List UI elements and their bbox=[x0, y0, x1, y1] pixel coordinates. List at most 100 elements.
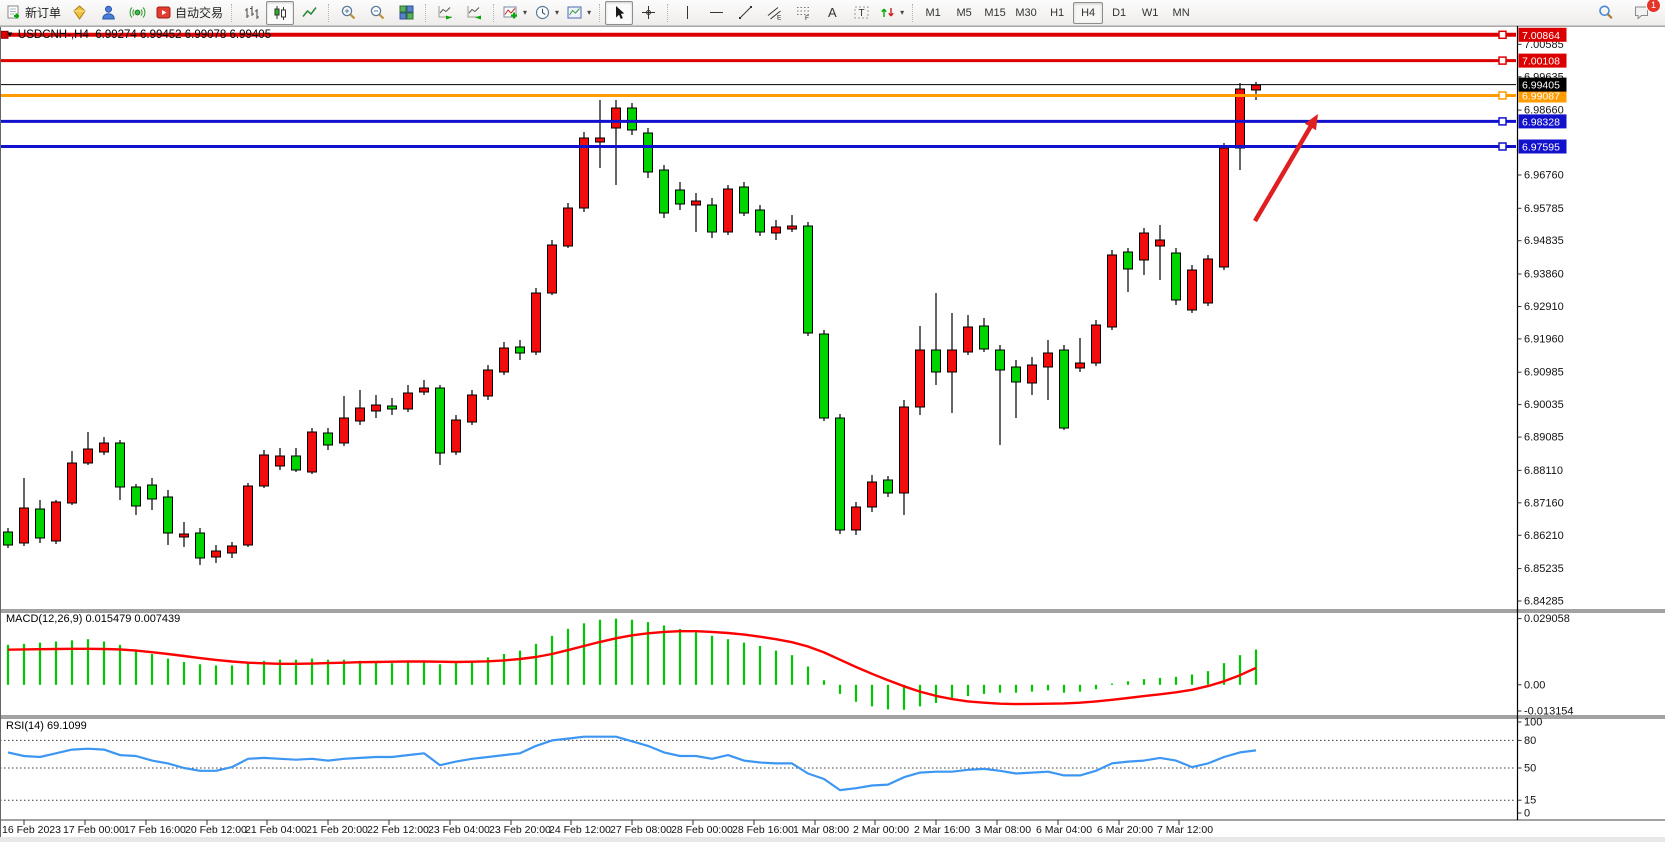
chevron-down-icon[interactable]: ▾ bbox=[555, 8, 560, 17]
price-axis-label: 6.90035 bbox=[1524, 399, 1564, 411]
candle bbox=[995, 349, 1005, 371]
candle bbox=[1171, 252, 1181, 301]
trendline-button[interactable] bbox=[731, 1, 759, 25]
timeframe-h4-button[interactable]: H4 bbox=[1073, 1, 1104, 24]
vline-button[interactable] bbox=[673, 1, 701, 25]
candle bbox=[867, 481, 877, 508]
date-axis-label: 2 Mar 16:00 bbox=[914, 824, 970, 836]
svg-text:T: T bbox=[858, 8, 864, 19]
toolbar-separator bbox=[231, 3, 233, 22]
timeframe-w1-button[interactable]: W1 bbox=[1141, 6, 1159, 19]
label-button[interactable]: T bbox=[847, 1, 875, 25]
tile-windows-button[interactable] bbox=[392, 1, 420, 25]
auto-scroll-button[interactable] bbox=[431, 1, 459, 25]
candle bbox=[755, 209, 765, 233]
candle bbox=[515, 346, 525, 354]
annotation-arrow-shaft[interactable] bbox=[1253, 120, 1316, 223]
crosshair-button[interactable] bbox=[634, 1, 662, 25]
price-axis-label: 6.98660 bbox=[1524, 105, 1564, 117]
new-order-button-label: 新订单 bbox=[25, 6, 62, 20]
template-icon bbox=[566, 4, 583, 21]
price-axis-label: 6.96760 bbox=[1524, 170, 1564, 182]
hline-handle[interactable] bbox=[1498, 30, 1507, 40]
autotrade-button[interactable]: 自动交易 bbox=[152, 1, 226, 25]
candle bbox=[307, 431, 317, 473]
candle bbox=[707, 204, 717, 233]
hline-handle[interactable] bbox=[1498, 117, 1507, 126]
price-axis-label: 6.94835 bbox=[1524, 235, 1564, 247]
search-button[interactable] bbox=[1591, 1, 1619, 25]
candle bbox=[1123, 251, 1133, 270]
fibonacci-button[interactable]: F bbox=[789, 1, 817, 25]
hline-handle[interactable] bbox=[1498, 142, 1507, 151]
rsi-axis-label: 100 bbox=[1524, 717, 1542, 729]
rsi-axis-label: 50 bbox=[1524, 763, 1536, 775]
zoom-out-button[interactable] bbox=[363, 1, 391, 25]
timeframe-m1-button[interactable]: M1 bbox=[925, 6, 941, 19]
candle bbox=[419, 387, 429, 393]
toolbar-separator bbox=[667, 3, 669, 22]
timeframe-mn-button[interactable]: MN bbox=[1172, 6, 1190, 19]
one-click-trading-button[interactable] bbox=[65, 1, 93, 25]
candle bbox=[483, 369, 493, 397]
hline-button[interactable] bbox=[702, 1, 730, 25]
text-button[interactable]: A bbox=[818, 1, 846, 25]
chevron-down-icon[interactable]: ▾ bbox=[900, 8, 905, 17]
templates-button[interactable]: ▾ bbox=[563, 1, 594, 25]
price-badge-label: 6.99087 bbox=[1522, 91, 1560, 103]
date-axis-label: 23 Feb 04:00 bbox=[428, 824, 490, 836]
annotation-arrow-head[interactable] bbox=[1304, 114, 1318, 131]
candle bbox=[547, 244, 557, 294]
chart-shift-button[interactable] bbox=[460, 1, 488, 25]
chart-canvas[interactable]: 7.005856.996356.986606.967606.957856.948… bbox=[0, 26, 1665, 842]
macd-axis-label: 0.00 bbox=[1524, 679, 1545, 691]
hline-handle[interactable] bbox=[1498, 56, 1507, 65]
autotrade-button-label: 自动交易 bbox=[175, 6, 224, 20]
zoom-in-button[interactable] bbox=[334, 1, 362, 25]
candle bbox=[1139, 232, 1149, 261]
candle bbox=[115, 442, 125, 488]
cursor-button[interactable] bbox=[605, 0, 634, 25]
candle bbox=[1011, 366, 1021, 383]
price-badge bbox=[1518, 114, 1567, 129]
periods-button[interactable]: ▾ bbox=[531, 1, 562, 25]
timeframe-h1-button[interactable]: H1 bbox=[1050, 6, 1065, 19]
timeframe-m5-button[interactable]: M5 bbox=[956, 6, 972, 19]
candle bbox=[611, 107, 621, 129]
indicators-button[interactable]: ▾ bbox=[499, 1, 530, 25]
date-axis-label: 27 Feb 08:00 bbox=[610, 824, 672, 836]
macd-axis-label: 0.029058 bbox=[1524, 613, 1570, 625]
svg-text:E: E bbox=[777, 15, 782, 22]
chevron-down-icon[interactable]: ▾ bbox=[587, 8, 592, 17]
bottom-strip bbox=[0, 837, 1665, 842]
channel-icon: E bbox=[766, 4, 783, 21]
candle-chart-button[interactable] bbox=[266, 0, 295, 25]
price-axis-label: 6.95785 bbox=[1524, 203, 1564, 215]
broadcast-button[interactable] bbox=[123, 1, 151, 25]
profile-button[interactable] bbox=[94, 1, 122, 25]
candle bbox=[691, 200, 701, 206]
timeframe-d1-button[interactable]: D1 bbox=[1112, 6, 1127, 19]
toolbar-right: 1 bbox=[1591, 0, 1661, 25]
timeframe-m30-button[interactable]: M30 bbox=[1015, 6, 1037, 19]
chevron-down-icon[interactable]: ▾ bbox=[523, 8, 528, 17]
price-badge-label: 6.99405 bbox=[1522, 80, 1560, 92]
new-order-button[interactable]: 新订单 bbox=[2, 1, 64, 25]
toolbar-separator bbox=[912, 3, 914, 22]
bar-chart-button[interactable] bbox=[237, 1, 265, 25]
candle bbox=[467, 394, 477, 423]
shapes-button[interactable]: ▾ bbox=[876, 1, 907, 25]
channel-button[interactable]: E bbox=[760, 1, 788, 25]
line-chart-button[interactable] bbox=[295, 1, 323, 25]
candle bbox=[723, 188, 733, 233]
candle bbox=[291, 455, 301, 471]
timeframe-m15-button[interactable]: M15 bbox=[984, 6, 1006, 19]
price-axis-label: 6.92910 bbox=[1524, 301, 1564, 313]
candle bbox=[1091, 324, 1101, 364]
candle bbox=[51, 501, 61, 542]
date-axis-label: 24 Feb 12:00 bbox=[549, 824, 611, 836]
candle bbox=[1043, 352, 1053, 368]
notifications-button[interactable]: 1 bbox=[1627, 0, 1661, 25]
hline-handle[interactable] bbox=[1498, 91, 1507, 100]
hline-handle[interactable] bbox=[0, 30, 9, 39]
